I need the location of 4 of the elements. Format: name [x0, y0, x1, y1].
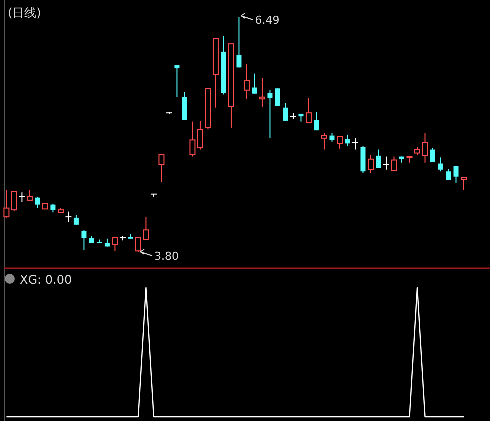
- chart-title: (日线): [8, 6, 42, 20]
- annotation: 3.80: [154, 250, 179, 263]
- chart-title: XG: 0.00: [20, 273, 72, 287]
- annotation: 6.49: [255, 14, 280, 27]
